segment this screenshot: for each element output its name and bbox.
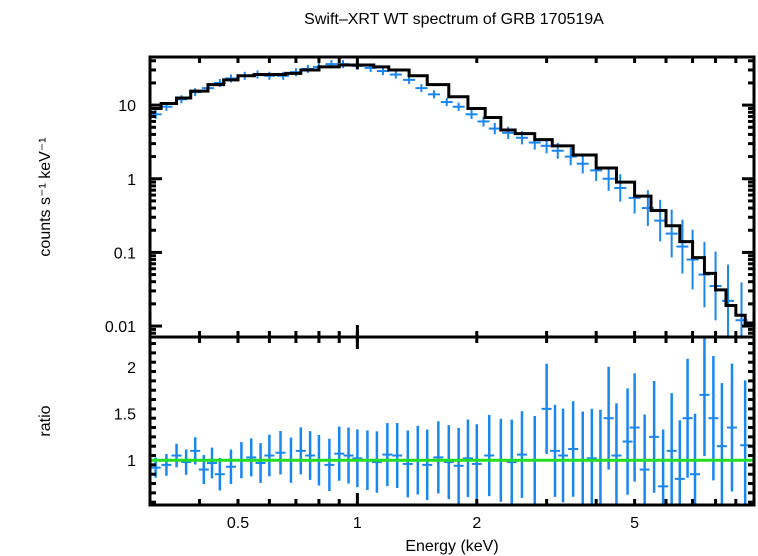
x-axis-label: Energy (keV) bbox=[405, 538, 498, 555]
ratio-y-tick-label: 1.5 bbox=[114, 407, 136, 424]
ratio-y-tick-label: 1 bbox=[127, 453, 136, 470]
spectrum-y-tick-label: 10 bbox=[118, 98, 136, 115]
chart-title: Swift–XRT WT spectrum of GRB 170519A bbox=[304, 11, 604, 28]
spectrum-data-layer bbox=[149, 60, 754, 337]
ratio-y-axis-label: ratio bbox=[37, 405, 54, 436]
ratio-y-tick-label: 2 bbox=[127, 360, 136, 377]
spectrum-y-axis-label: counts s⁻¹ keV⁻¹ bbox=[37, 137, 54, 256]
x-tick-label: 0.5 bbox=[227, 515, 249, 532]
axes-layer: 0.5 1 2 5 0.01 0.1 1 10 1 1.5 2 bbox=[105, 55, 756, 532]
model-step-line bbox=[150, 63, 754, 325]
spectrum-y-tick-label: 0.01 bbox=[105, 319, 136, 336]
ratio-frame bbox=[148, 335, 756, 507]
x-tick-label: 2 bbox=[472, 515, 481, 532]
spectrum-y-tick-label: 0.1 bbox=[114, 245, 136, 262]
ratio-data-layer bbox=[150, 337, 754, 505]
x-tick-label: 1 bbox=[353, 515, 362, 532]
x-tick-label: 5 bbox=[630, 515, 639, 532]
spectrum-frame bbox=[148, 55, 756, 339]
spectrum-y-tick-label: 1 bbox=[127, 172, 136, 189]
